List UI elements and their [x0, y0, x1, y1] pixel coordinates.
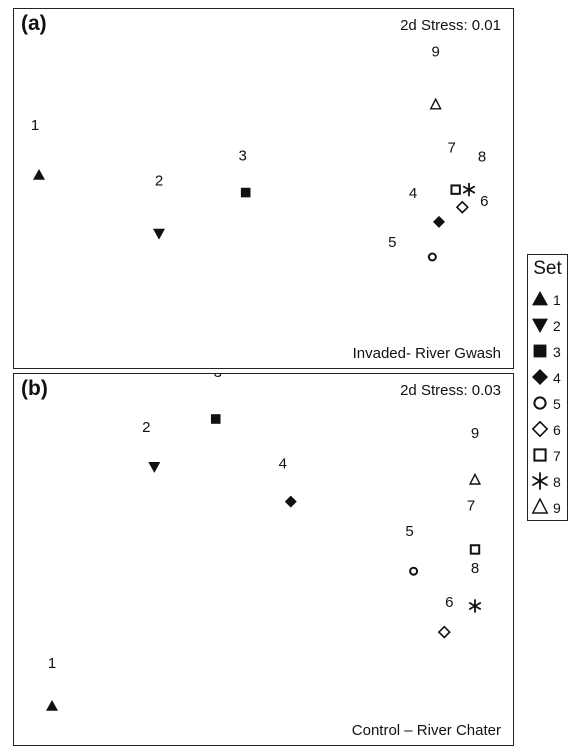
point-label: 5	[388, 234, 396, 251]
point-marker	[148, 462, 161, 473]
point-label: 3	[214, 374, 222, 381]
point-label: 4	[279, 456, 287, 473]
panel-a: 1 2 3 4 5 6 7 8 9 (a) 2d Stress: 0.01 Invaded- R…	[13, 8, 514, 369]
point-marker	[468, 599, 482, 613]
point-marker	[284, 495, 297, 508]
point-label: 2	[155, 173, 163, 190]
legend-symbols: 1 2 3 4 5 6 7 8 9	[531, 291, 561, 516]
legend-label: 3	[553, 344, 561, 360]
point-marker	[433, 215, 445, 228]
point-marker	[429, 97, 442, 110]
legend-marker	[533, 344, 547, 358]
panel-label-a: (a)	[21, 12, 47, 35]
point-marker	[46, 700, 58, 711]
panel-b: 1 2 3 4 5 6 7 8 9 (b) 2d Stress: 0.03 Control – …	[13, 373, 514, 746]
point-label: 3	[238, 148, 246, 165]
point-label: 7	[467, 497, 475, 514]
panel-label-b: (b)	[21, 377, 48, 400]
point-marker	[437, 625, 451, 639]
stress-label-a: 2d Stress: 0.01	[400, 17, 501, 34]
legend-label: 9	[553, 500, 561, 516]
legend-marker	[531, 497, 549, 514]
legend: Set 1 2 3 4 5 6 7 8 9	[527, 254, 568, 521]
point-label: 9	[471, 425, 479, 442]
point-marker	[409, 566, 419, 576]
legend-label: 4	[553, 370, 561, 386]
point-label: 6	[480, 193, 488, 210]
legend-marker	[532, 472, 548, 490]
legend-title: Set	[533, 258, 562, 279]
point-marker	[468, 472, 482, 485]
point-marker	[427, 252, 437, 262]
point-label: 1	[31, 117, 39, 134]
legend-marker	[532, 318, 548, 333]
point-label: 4	[409, 185, 417, 202]
site-label-b: Control – River Chater	[351, 722, 501, 739]
point-marker	[462, 182, 476, 197]
stress-label-b: 2d Stress: 0.03	[400, 382, 501, 399]
legend-label: 8	[553, 474, 561, 490]
point-marker	[210, 414, 221, 424]
point-label: 6	[445, 594, 453, 611]
legend-marker	[533, 396, 547, 410]
legend-label: 7	[553, 448, 561, 464]
point-label: 2	[142, 419, 150, 436]
legend-marker	[533, 448, 547, 462]
legend-marker	[532, 291, 548, 306]
legend-label: 1	[553, 292, 561, 308]
legend-label: 2	[553, 318, 561, 334]
site-label-a: Invaded- River Gwash	[352, 345, 501, 362]
plot-b: 1 2 3 4 5 6 7 8 9	[46, 374, 482, 711]
point-label: 1	[48, 655, 56, 672]
point-marker	[240, 187, 251, 198]
legend-marker	[531, 420, 549, 438]
legend-label: 5	[553, 396, 561, 412]
legend-marker	[532, 369, 548, 385]
point-marker	[450, 184, 461, 195]
point-label: 5	[405, 523, 413, 540]
point-label: 8	[478, 149, 486, 166]
point-label: 8	[471, 560, 479, 577]
plot-a: 1 2 3 4 5 6 7 8 9	[31, 44, 489, 262]
point-marker	[153, 228, 165, 240]
point-marker	[33, 169, 45, 180]
legend-label: 6	[553, 422, 561, 438]
point-label: 9	[431, 44, 439, 61]
point-label: 7	[447, 140, 455, 157]
point-marker	[469, 544, 481, 555]
point-marker	[455, 200, 469, 214]
